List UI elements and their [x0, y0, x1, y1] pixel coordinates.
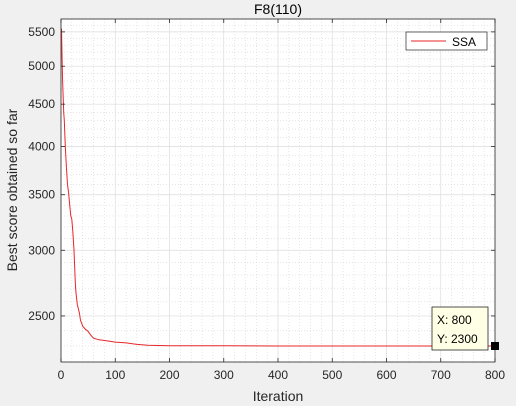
x-tick-label: 700: [431, 368, 451, 382]
y-tick-labels: 2500 3000 3500 4000 4500 5000 5500: [28, 25, 55, 323]
series-line-ssa: [61, 28, 495, 347]
x-tick-label: 100: [105, 368, 125, 382]
y-tick-label: 4000: [28, 140, 55, 154]
legend-label-ssa: SSA: [452, 35, 476, 49]
x-tick-labels: 0 100 200 300 400 500 600 700 800: [58, 368, 506, 382]
series-layer: [61, 28, 495, 347]
y-tick-label: 5000: [28, 59, 55, 73]
x-tick-label: 500: [322, 368, 342, 382]
datatip-y-value: Y: 2300: [437, 332, 478, 346]
x-tick-label: 200: [159, 368, 179, 382]
y-tick-label: 4500: [28, 97, 55, 111]
chart-title: F8(110): [254, 1, 302, 17]
y-tick-label: 2500: [28, 309, 55, 323]
x-tick-label: 800: [485, 368, 505, 382]
y-tick-label: 3500: [28, 188, 55, 202]
x-tick-label: 400: [268, 368, 288, 382]
x-tick-label: 0: [58, 368, 65, 382]
legend-box: [405, 31, 488, 51]
x-tick-label: 300: [214, 368, 234, 382]
datatip-box: [431, 306, 489, 351]
x-axis-label: Iteration: [253, 388, 304, 404]
datatip-x-value: X: 800: [437, 313, 472, 327]
x-tick-label: 600: [376, 368, 396, 382]
y-tick-label: 3000: [28, 243, 55, 257]
grid-lines: [61, 18, 495, 362]
y-tick-label: 5500: [28, 25, 55, 39]
datatip-marker[interactable]: [491, 341, 499, 350]
y-axis-label: Best score obtained so far: [4, 108, 20, 271]
datatip[interactable]: X: 800 Y: 2300: [431, 306, 499, 351]
legend[interactable]: SSA: [405, 31, 488, 51]
axis-ticks: [60, 19, 496, 362]
